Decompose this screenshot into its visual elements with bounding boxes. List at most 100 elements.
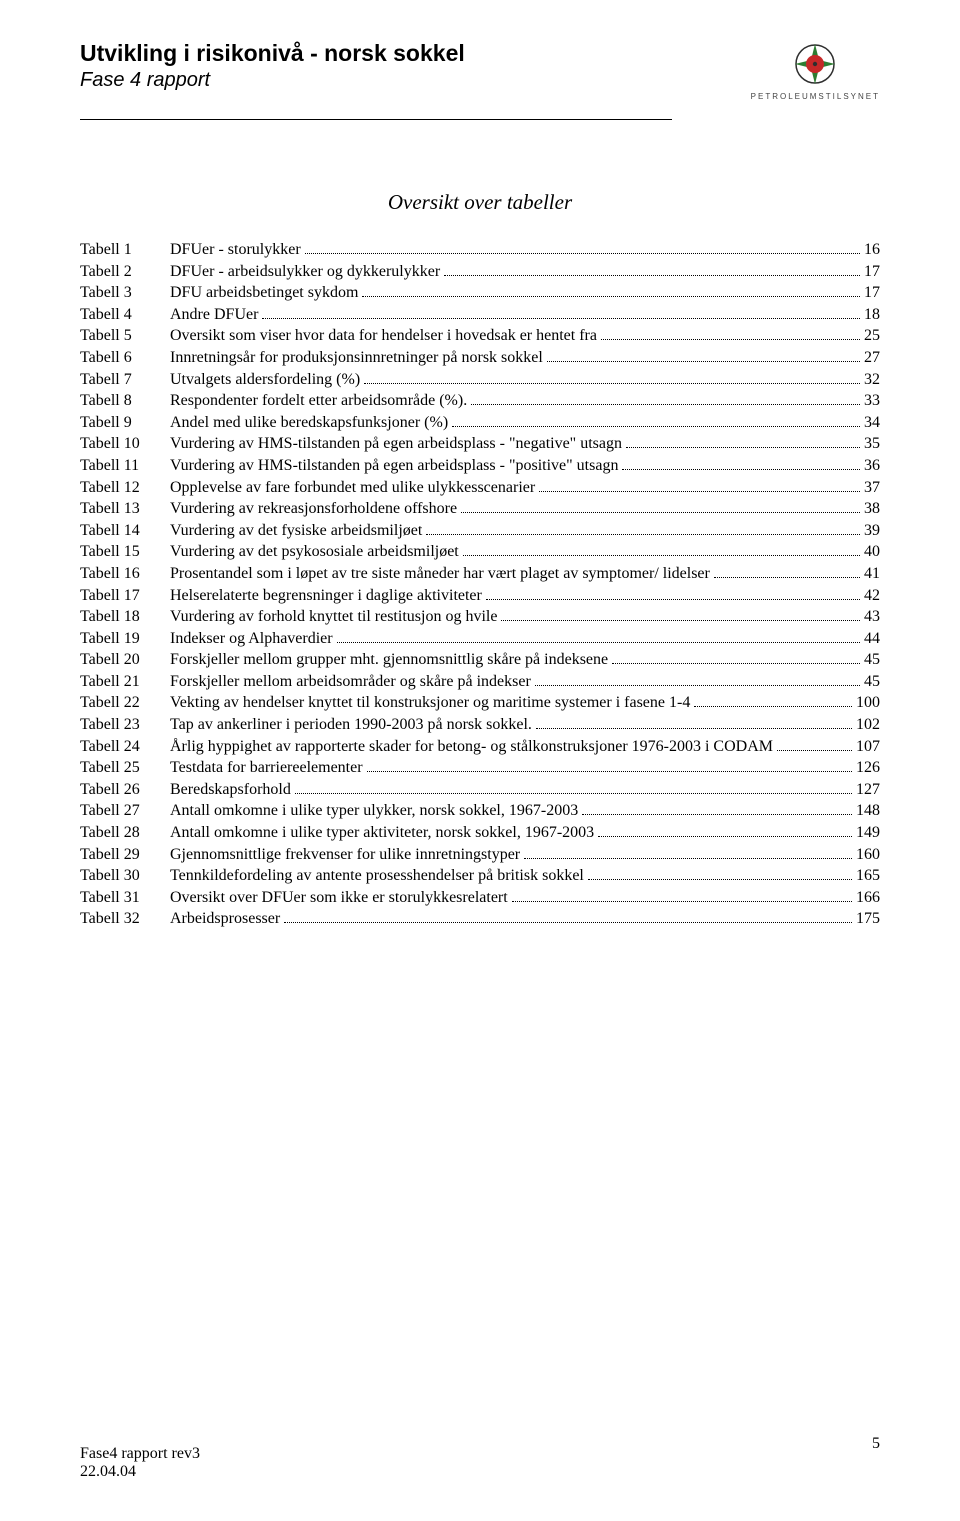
toc-row: Tabell 1DFUer - storulykker 16 — [80, 239, 880, 261]
toc-label: Tabell 7 — [80, 369, 170, 391]
toc-label: Tabell 9 — [80, 412, 170, 434]
toc-page-number: 18 — [864, 304, 880, 326]
toc-leader-dots — [471, 404, 860, 405]
toc-page-number: 107 — [856, 736, 880, 758]
toc-label: Tabell 29 — [80, 844, 170, 866]
toc-description: Vurdering av det psykososiale arbeidsmil… — [170, 541, 459, 563]
toc-row: Tabell 14Vurdering av det fysiske arbeid… — [80, 520, 880, 542]
toc-leader-dots — [582, 814, 852, 815]
toc-description: Opplevelse av fare forbundet med ulike u… — [170, 477, 535, 499]
toc-description: Forskjeller mellom arbeidsområder og skå… — [170, 671, 531, 693]
toc-row: Tabell 22Vekting av hendelser knyttet ti… — [80, 692, 880, 714]
toc-leader-dots — [777, 750, 852, 751]
toc-description: Beredskapsforhold — [170, 779, 291, 801]
toc-row: Tabell 26Beredskapsforhold 127 — [80, 779, 880, 801]
page-number: 5 — [872, 1435, 880, 1453]
toc-row: Tabell 12Opplevelse av fare forbundet me… — [80, 477, 880, 499]
toc-row: Tabell 23Tap av ankerliner i perioden 19… — [80, 714, 880, 736]
toc-description: Antall omkomne i ulike typer aktiviteter… — [170, 822, 594, 844]
toc-leader-dots — [626, 447, 860, 448]
toc-page-number: 127 — [856, 779, 880, 801]
toc-page-number: 41 — [864, 563, 880, 585]
toc-row: Tabell 31Oversikt over DFUer som ikke er… — [80, 887, 880, 909]
toc-page-number: 149 — [856, 822, 880, 844]
toc-row: Tabell 21Forskjeller mellom arbeidsområd… — [80, 671, 880, 693]
toc-row: Tabell 25Testdata for barriereelementer … — [80, 757, 880, 779]
toc-leader-dots — [486, 599, 860, 600]
toc-label: Tabell 1 — [80, 239, 170, 261]
toc-description: Indekser og Alphaverdier — [170, 628, 333, 650]
toc-leader-dots — [284, 922, 852, 923]
toc-description: Andel med ulike beredskapsfunksjoner (%) — [170, 412, 448, 434]
toc-description: Prosentandel som i løpet av tre siste må… — [170, 563, 710, 585]
toc-page-number: 166 — [856, 887, 880, 909]
toc-leader-dots — [588, 879, 852, 880]
toc-page-number: 43 — [864, 606, 880, 628]
toc-row: Tabell 15Vurdering av det psykososiale a… — [80, 541, 880, 563]
toc-leader-dots — [463, 555, 860, 556]
toc-page-number: 45 — [864, 649, 880, 671]
toc-label: Tabell 16 — [80, 563, 170, 585]
toc-description: Antall omkomne i ulike typer ulykker, no… — [170, 800, 578, 822]
toc-row: Tabell 11Vurdering av HMS-tilstanden på … — [80, 455, 880, 477]
document-title: Utvikling i risikonivå - norsk sokkel — [80, 40, 751, 67]
toc-label: Tabell 6 — [80, 347, 170, 369]
toc-page-number: 27 — [864, 347, 880, 369]
toc-row: Tabell 30Tennkildefordeling av antente p… — [80, 865, 880, 887]
header-divider — [80, 119, 672, 120]
toc-description: Helserelaterte begrensninger i daglige a… — [170, 585, 482, 607]
toc-page-number: 160 — [856, 844, 880, 866]
toc-row: Tabell 8Respondenter fordelt etter arbei… — [80, 390, 880, 412]
toc-row: Tabell 13Vurdering av rekreasjonsforhold… — [80, 498, 880, 520]
toc-page-number: 17 — [864, 282, 880, 304]
toc-label: Tabell 25 — [80, 757, 170, 779]
toc-page-number: 32 — [864, 369, 880, 391]
toc-label: Tabell 32 — [80, 908, 170, 930]
toc-label: Tabell 12 — [80, 477, 170, 499]
toc-title: Oversikt over tabeller — [80, 190, 880, 215]
toc-description: Vurdering av forhold knyttet til restitu… — [170, 606, 497, 628]
toc-label: Tabell 23 — [80, 714, 170, 736]
toc-leader-dots — [539, 491, 860, 492]
toc-row: Tabell 29Gjennomsnittlige frekvenser for… — [80, 844, 880, 866]
toc-row: Tabell 4Andre DFUer 18 — [80, 304, 880, 326]
toc-description: DFUer - arbeidsulykker og dykkerulykker — [170, 261, 440, 283]
toc-row: Tabell 7Utvalgets aldersfordeling (%) 32 — [80, 369, 880, 391]
toc-page-number: 102 — [856, 714, 880, 736]
toc-page-number: 38 — [864, 498, 880, 520]
toc-label: Tabell 27 — [80, 800, 170, 822]
toc-leader-dots — [512, 901, 852, 902]
toc-label: Tabell 24 — [80, 736, 170, 758]
toc-row: Tabell 9Andel med ulike beredskapsfunksj… — [80, 412, 880, 434]
toc-row: Tabell 2DFUer - arbeidsulykker og dykker… — [80, 261, 880, 283]
toc-label: Tabell 15 — [80, 541, 170, 563]
toc-description: Tennkildefordeling av antente prosesshen… — [170, 865, 584, 887]
toc-row: Tabell 16Prosentandel som i løpet av tre… — [80, 563, 880, 585]
toc-description: DFUer - storulykker — [170, 239, 301, 261]
toc-page-number: 165 — [856, 865, 880, 887]
toc-description: Vurdering av HMS-tilstanden på egen arbe… — [170, 455, 618, 477]
toc-row: Tabell 6Innretningsår for produksjonsinn… — [80, 347, 880, 369]
toc-page-number: 25 — [864, 325, 880, 347]
toc-leader-dots — [524, 858, 852, 859]
toc-label: Tabell 10 — [80, 433, 170, 455]
toc-page-number: 45 — [864, 671, 880, 693]
toc-description: Innretningsår for produksjonsinnretninge… — [170, 347, 543, 369]
toc-leader-dots — [444, 275, 860, 276]
toc-label: Tabell 18 — [80, 606, 170, 628]
toc-page-number: 40 — [864, 541, 880, 563]
toc-row: Tabell 18Vurdering av forhold knyttet ti… — [80, 606, 880, 628]
toc-label: Tabell 20 — [80, 649, 170, 671]
toc-row: Tabell 24Årlig hyppighet av rapporterte … — [80, 736, 880, 758]
toc-description: Arbeidsprosesser — [170, 908, 280, 930]
toc-leader-dots — [461, 512, 860, 513]
toc-page-number: 33 — [864, 390, 880, 412]
toc-leader-dots — [547, 361, 860, 362]
document-subtitle: Fase 4 rapport — [80, 69, 751, 92]
toc-description: Vurdering av det fysiske arbeidsmiljøet — [170, 520, 422, 542]
toc-label: Tabell 13 — [80, 498, 170, 520]
toc-description: Tap av ankerliner i perioden 1990-2003 p… — [170, 714, 532, 736]
toc-label: Tabell 21 — [80, 671, 170, 693]
toc-page-number: 37 — [864, 477, 880, 499]
toc-label: Tabell 5 — [80, 325, 170, 347]
